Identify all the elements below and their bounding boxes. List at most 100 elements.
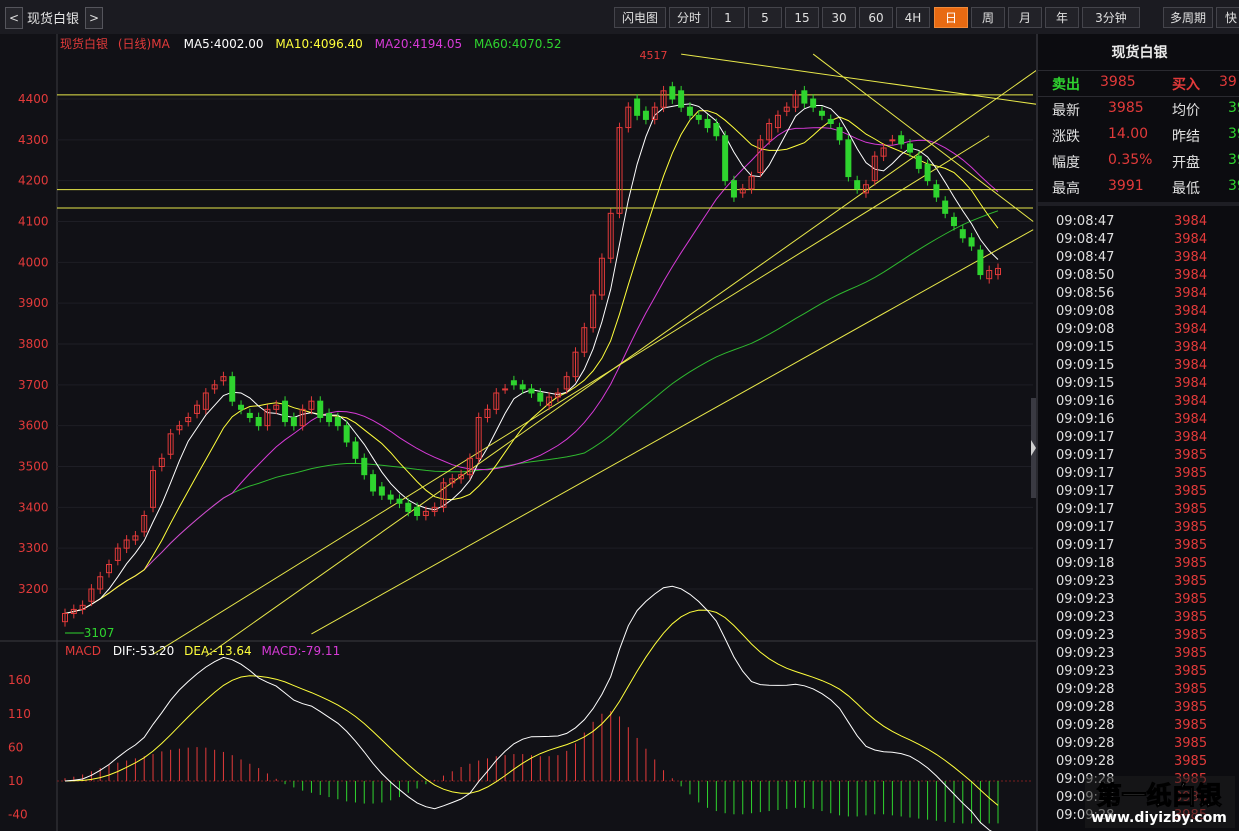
candle-body	[290, 417, 297, 427]
quote-title: 现货白银	[1111, 45, 1168, 61]
candle-body	[114, 547, 121, 561]
candle-body	[123, 539, 130, 549]
trade-time: 09:08:47	[1056, 232, 1115, 247]
period-button-1[interactable]: 5	[748, 7, 782, 28]
candle-body	[704, 118, 711, 129]
high-price-label: 4517	[640, 49, 668, 62]
trade-price: 3985	[1174, 574, 1208, 589]
next-button[interactable]: >	[85, 7, 103, 29]
candle-body	[810, 98, 817, 108]
price-tick-label: 3800	[18, 337, 49, 351]
trade-price: 3985	[1174, 448, 1208, 463]
price-tick-label: 4300	[18, 133, 49, 147]
price-tick-label: 3300	[18, 541, 49, 555]
flash-chart-button[interactable]: 闪电图	[614, 7, 666, 28]
trade-price: 3985	[1174, 664, 1208, 679]
quick-button[interactable]: 快	[1216, 7, 1239, 28]
macd-tick-label: -40	[8, 808, 28, 822]
macd-tag: MACD	[65, 644, 101, 658]
candle-body	[414, 506, 421, 517]
period-button-4[interactable]: 60	[859, 7, 893, 28]
quote-l1-1: 涨跌	[1052, 129, 1080, 145]
candle-body	[572, 351, 579, 378]
trade-price: 3985	[1174, 754, 1208, 769]
legend-kind: (日线)	[117, 37, 152, 51]
candle-body	[246, 412, 253, 418]
candle-body	[651, 106, 658, 120]
trade-price: 3984	[1174, 214, 1208, 229]
trade-price: 3984	[1174, 286, 1208, 301]
candle-body	[264, 408, 271, 427]
trade-time: 09:08:50	[1056, 268, 1115, 283]
quote-l1-0: 最新	[1052, 103, 1080, 119]
trade-price: 3985	[1174, 736, 1208, 751]
trade-time: 09:09:23	[1056, 574, 1115, 589]
intraday-button[interactable]: 分时	[669, 7, 709, 28]
candle-body	[370, 474, 377, 492]
candle-body	[141, 515, 148, 533]
trade-price: 3985	[1174, 718, 1208, 733]
dea-line	[64, 609, 999, 806]
candle-body	[70, 608, 77, 615]
buy-price: 39	[1219, 74, 1237, 90]
candle-body	[590, 294, 597, 329]
period-button-7[interactable]: 周	[971, 7, 1005, 28]
support-trend-line	[311, 229, 1034, 635]
candle-body	[202, 392, 209, 410]
quote-l2-1: 昨结	[1172, 129, 1200, 145]
period-button-5[interactable]: 4H	[896, 7, 930, 28]
price-tick-label: 4200	[18, 174, 49, 188]
candle-body	[933, 184, 940, 198]
candle-body	[449, 478, 456, 484]
candle-body	[528, 388, 535, 394]
candle-body	[378, 486, 385, 496]
candle-body	[422, 510, 429, 516]
candle-body	[255, 417, 262, 427]
quote-v1-3: 3991	[1108, 178, 1144, 194]
trade-time: 09:09:17	[1056, 502, 1115, 517]
price-tick-label: 3500	[18, 460, 49, 474]
trade-time: 09:08:47	[1056, 214, 1115, 229]
candle-body	[977, 249, 984, 276]
candle-body	[686, 106, 693, 116]
price-tick-label: 3600	[18, 419, 49, 433]
trade-price: 3985	[1174, 628, 1208, 643]
trade-price: 3985	[1174, 520, 1208, 535]
candle-body	[484, 408, 491, 419]
period-button-2[interactable]: 15	[785, 7, 819, 28]
trade-time: 09:09:23	[1056, 628, 1115, 643]
candle-body	[713, 123, 720, 137]
trade-time: 09:09:28	[1056, 718, 1115, 733]
candle-body	[748, 176, 755, 190]
candle-body	[598, 257, 605, 296]
macd-dea: DEA:-13.64	[184, 644, 252, 658]
low-price-label: 3107	[84, 626, 115, 640]
period-button-6[interactable]: 日	[934, 7, 968, 28]
rising-trend-line-steep	[205, 70, 1036, 657]
period-button-8[interactable]: 月	[1008, 7, 1042, 28]
multi-period-button[interactable]: 多周期	[1163, 7, 1213, 28]
trade-price: 3984	[1174, 394, 1208, 409]
candle-body	[194, 404, 201, 414]
period-button-9[interactable]: 年	[1045, 7, 1079, 28]
legend-ma60: MA60:4070.52	[473, 37, 562, 51]
rising-trend-line	[152, 135, 990, 655]
candle-body	[845, 139, 852, 178]
period-button-10[interactable]: 3分钟	[1082, 7, 1140, 28]
trade-price: 3985	[1174, 556, 1208, 571]
site-watermark: 第一纸白银 www.diyizby.com	[1085, 776, 1235, 828]
candle-body	[299, 408, 306, 427]
candle-body	[818, 110, 825, 116]
quote-v1-0: 3985	[1108, 100, 1144, 116]
candle-body	[889, 139, 896, 142]
candle-body	[440, 482, 447, 508]
period-button-3[interactable]: 30	[822, 7, 856, 28]
candle-body	[995, 267, 1001, 276]
kline-chart[interactable]: 3200 3300 3400 3500 3600 3700 3800 3900 4000 4100…	[0, 34, 1036, 831]
candle-body	[986, 270, 993, 280]
symbol-name[interactable]: 现货白银	[27, 12, 80, 27]
period-button-0[interactable]: 1	[711, 7, 745, 28]
dif-line	[64, 585, 993, 831]
candle-body	[642, 110, 649, 120]
prev-button[interactable]: <	[5, 7, 23, 29]
